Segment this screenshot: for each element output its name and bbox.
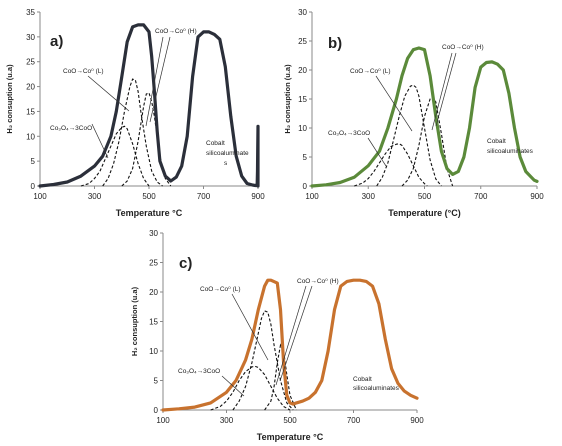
y-tick-label: 15 [149,318,158,327]
annotation-pointer [91,123,109,159]
peak-annotation: Co₃O₄→3CoO [178,368,220,375]
panel-label: a) [50,33,63,50]
peak-annotation: silicoaluminate [206,150,249,157]
x-tick-label: 500 [283,416,297,425]
peak-annotation: CoO→Co⁰ (H) [297,278,339,285]
y-tick-label: 5 [31,157,36,166]
y-tick-label: 0 [31,182,36,191]
panel-label: b) [328,35,342,52]
y-tick-label: 10 [26,132,35,141]
x-axis-label: Temperature °C [257,432,324,442]
annotation-pointer [367,137,387,167]
y-tick-label: 10 [298,124,307,133]
tpr-profile-line [38,23,260,188]
peak-curve-3 [401,96,454,187]
panel-a: 0 5 10 15 20 25 30 35 100 300 500 700 900 Temperature… [5,8,265,218]
peak-annotation: Cobalt [487,138,506,145]
annotation-pointer [431,52,453,131]
annotation-pointer [435,52,457,127]
x-tick-label: 300 [88,192,102,201]
x-tick-label: 100 [156,416,170,425]
y-tick-label: 20 [149,288,158,297]
peak-annotation: Cobalt [353,376,372,383]
y-tick-label: 20 [26,83,35,92]
annotation-pointer [87,75,130,112]
annotation-pointer [231,293,269,361]
tpr-profile-line [310,46,539,188]
peak-annotation: Co₃O₄→3CoO [328,130,370,137]
x-tick-label: 500 [142,192,156,201]
annotation-pointer [145,36,164,127]
y-tick-label: 30 [26,33,35,42]
peak-annotation: silicoaluminates [353,385,400,392]
y-axis-label: H₂ consuption (u.a) [283,64,292,134]
y-tick-label: 5 [154,377,159,386]
y-axis-label: H₂ consuption (u.a) [5,64,14,134]
y-tick-label: 15 [298,95,307,104]
y-tick-label: 10 [149,347,158,356]
peak-annotation: CoO→Co⁰ (H) [442,44,484,51]
annotation-pointer [279,285,313,382]
peak-curve-1 [354,143,428,187]
x-tick-label: 500 [418,192,432,201]
y-axis-label: H₂ consuption (u.a) [130,286,139,356]
y-tick-label: 20 [298,66,307,75]
x-tick-label: 300 [220,416,234,425]
annotation-pointer [275,285,307,386]
x-tick-label: 300 [362,192,376,201]
peak-annotation: Co₃O₄→3CoO [50,125,92,132]
x-tick-label: 900 [251,192,265,201]
peak-curve-3 [264,343,297,411]
panel-b: 0 5 10 15 20 25 30 100 300 500 700 900 Temperature (… [283,8,544,218]
y-tick-label: 5 [303,153,308,162]
x-tick-label: 100 [305,192,319,201]
y-tick-label: 30 [149,229,158,238]
peak-annotation: s [224,160,228,167]
peak-curve-1 [210,365,291,411]
x-tick-label: 900 [410,416,424,425]
y-tick-label: 0 [154,406,159,415]
y-tick-label: 30 [298,8,307,17]
annotation-pointer [149,36,171,123]
x-tick-label: 100 [33,192,47,201]
x-axis-label: Temperature °C [116,208,183,218]
tpr-profile-line [161,278,419,412]
peak-annotation: CoO→Co⁰ (L) [63,68,104,75]
peak-annotation: silicoaluminates [487,148,534,155]
panel-c: 0 5 10 15 20 25 30 100 300 500 700 900 Temperature °… [130,229,424,442]
x-axis-label: Temperature (°C) [388,208,460,218]
peak-annotation: CoO→Co⁰ (H) [155,28,197,35]
x-tick-label: 700 [474,192,488,201]
y-tick-label: 35 [26,8,35,17]
y-tick-label: 25 [26,58,35,67]
x-tick-label: 700 [197,192,211,201]
peak-curve-1 [80,125,150,187]
y-tick-label: 0 [303,182,308,191]
x-tick-label: 900 [530,192,544,201]
y-tick-label: 25 [149,259,158,268]
annotation-pointer [221,375,245,397]
annotation-pointer [375,75,413,132]
peak-annotation: Cobalt [206,140,225,147]
peak-curve-2 [376,84,442,187]
y-tick-label: 15 [26,107,35,116]
panel-label: c) [179,255,192,272]
x-tick-label: 700 [347,416,361,425]
peak-annotation: CoO→Co⁰ (L) [350,68,391,75]
peak-annotation: CoO→Co⁰ (L) [200,286,241,293]
y-tick-label: 25 [298,37,307,46]
